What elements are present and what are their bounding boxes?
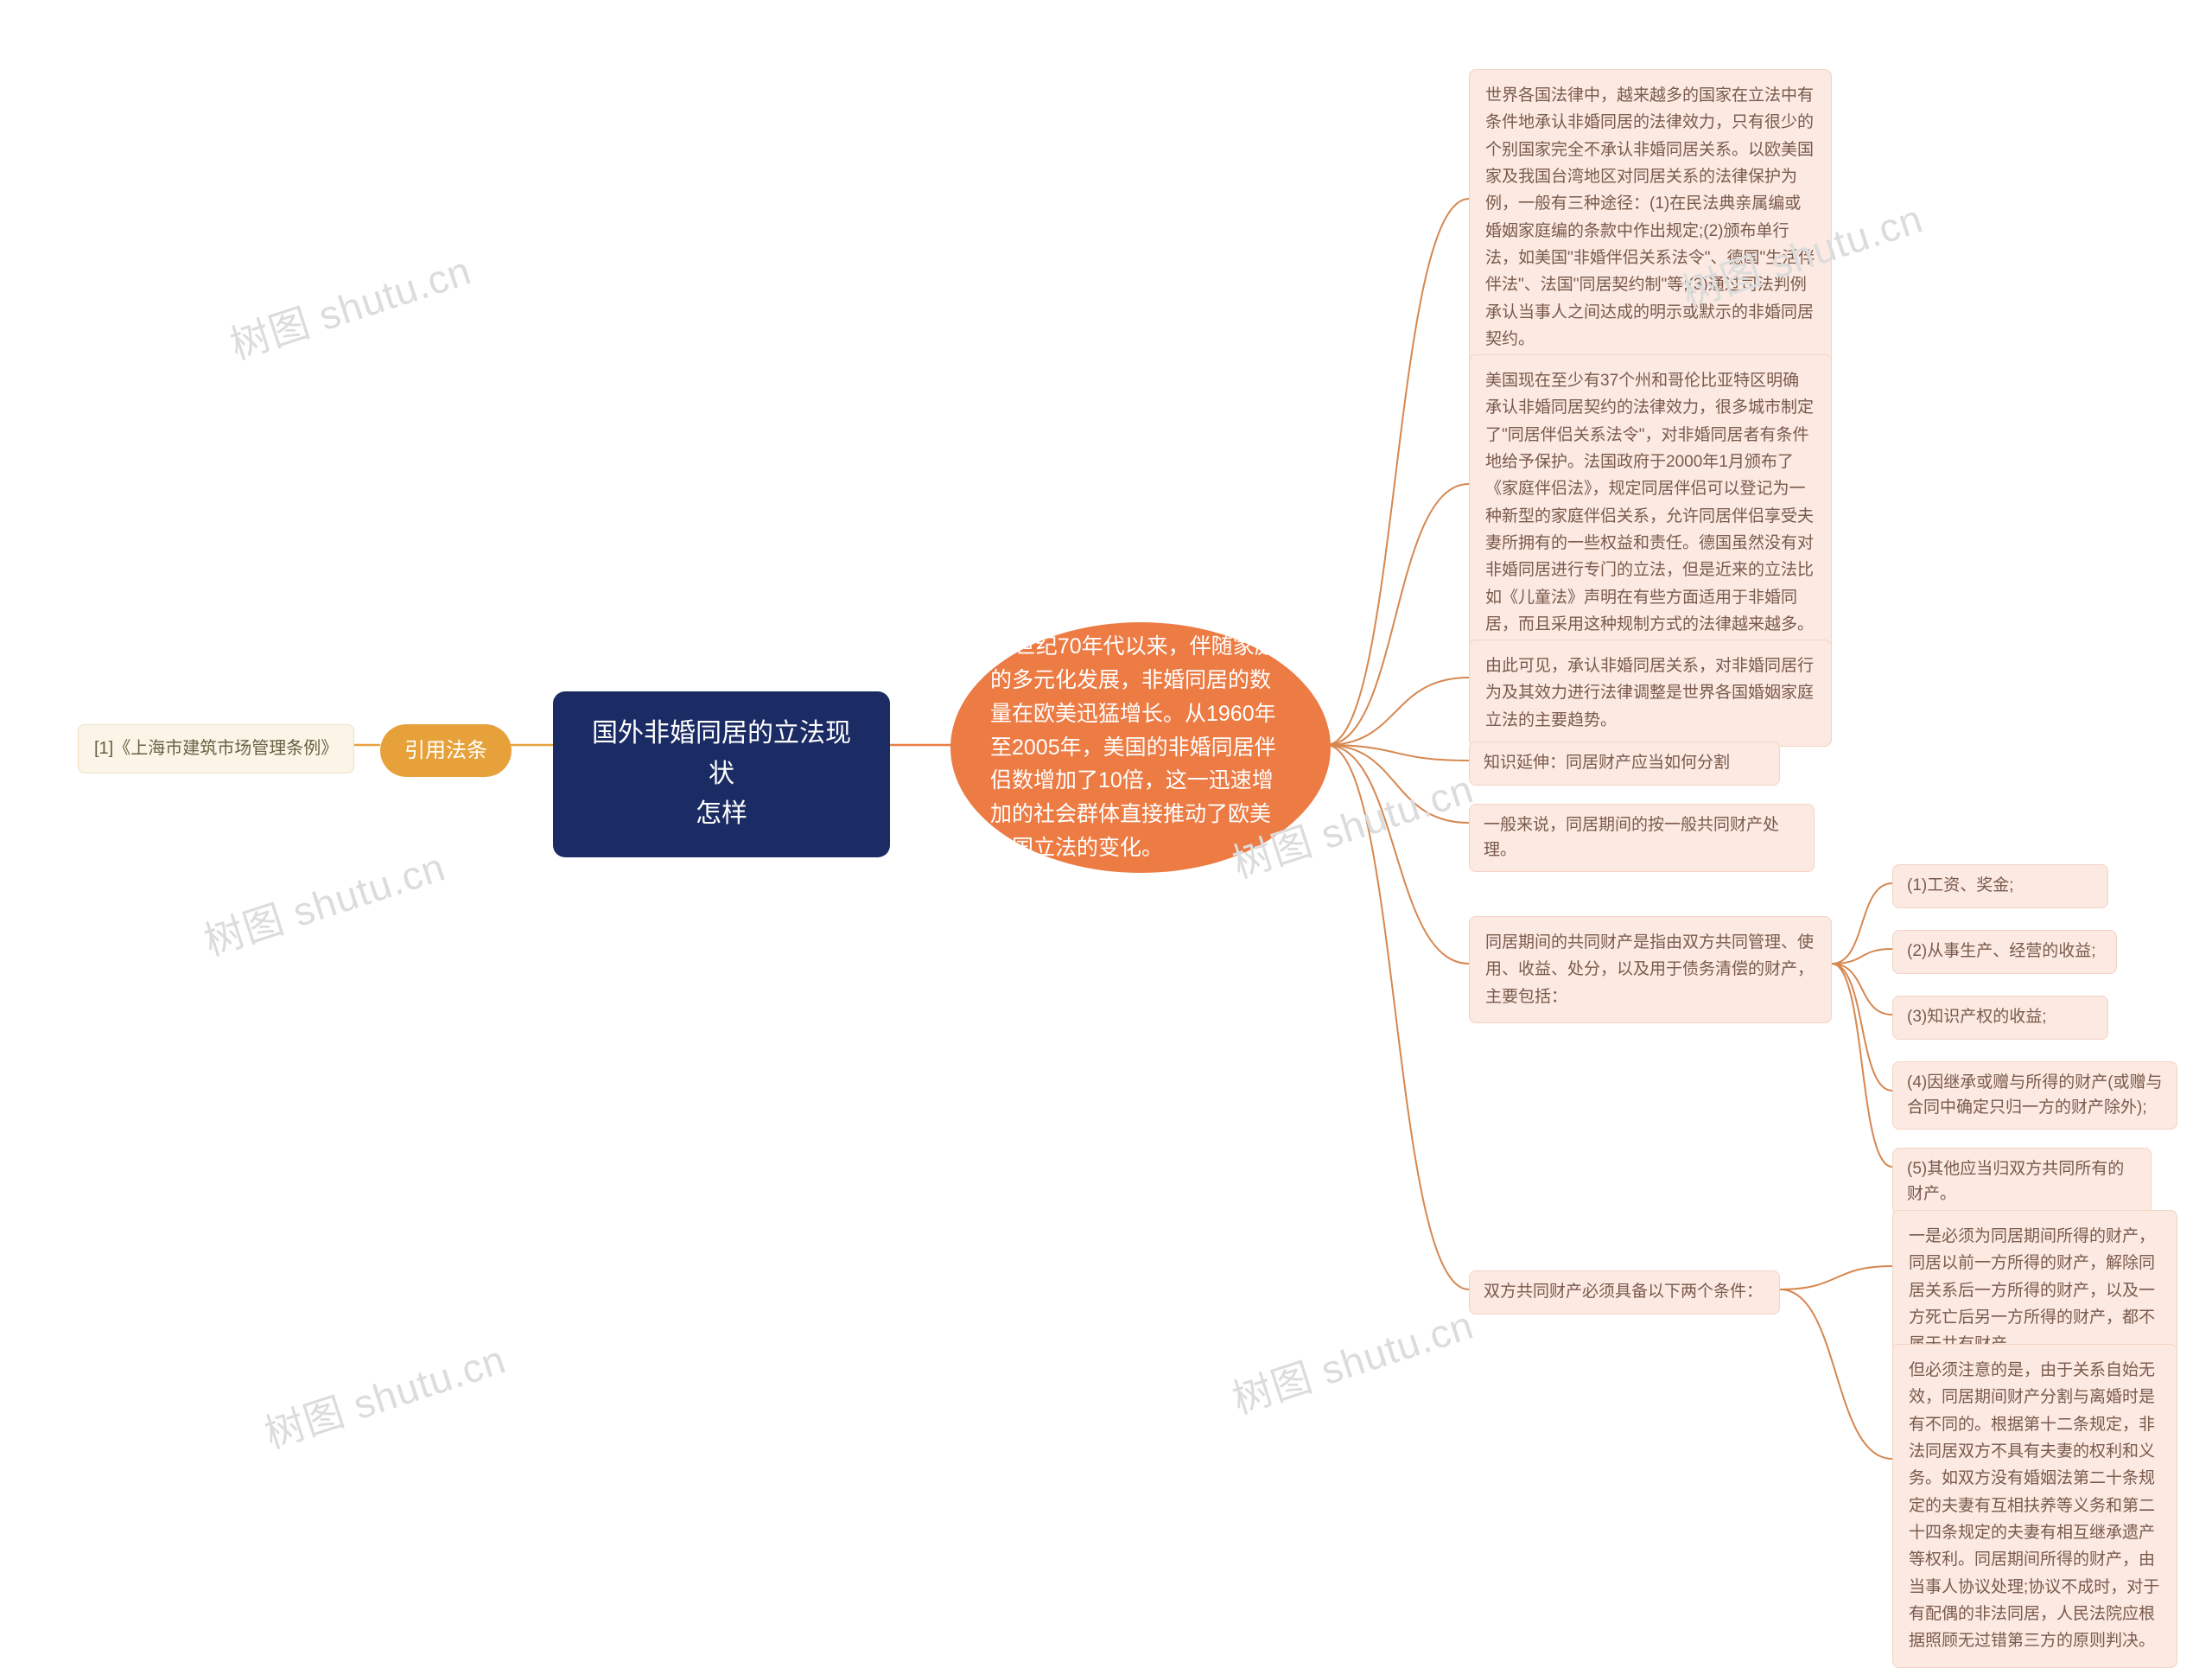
leaf-world-laws[interactable]: 世界各国法律中，越来越多的国家在立法中有条件地承认非婚同居的法律效力，只有很少的… xyxy=(1469,69,1832,366)
mindmap-canvas: 国外非婚同居的立法现状 怎样 引用法条 [1]《上海市建筑市场管理条例》 20世… xyxy=(0,0,2212,1579)
main-summary-node[interactable]: 20世纪70年代以来，伴随家庭的多元化发展，非婚同居的数量在欧美迅猛增长。从19… xyxy=(950,622,1331,873)
leaf-f1[interactable]: (1)工资、奖金; xyxy=(1892,864,2108,908)
leaf-g2[interactable]: 但必须注意的是，由于关系自始无效，同居期间财产分割与离婚时是有不同的。根据第十二… xyxy=(1892,1344,2177,1668)
leaf-f3[interactable]: (3)知识产权的收益; xyxy=(1892,996,2108,1040)
cite-pill[interactable]: 引用法条 xyxy=(380,724,512,777)
leaf-conditions[interactable]: 双方共同财产必须具备以下两个条件： xyxy=(1469,1270,1780,1315)
leaf-f5[interactable]: (5)其他应当归双方共同所有的财产。 xyxy=(1892,1148,2152,1216)
root-line1: 国外非婚同居的立法现状 xyxy=(582,714,861,794)
leaf-conclusion[interactable]: 由此可见，承认非婚同居关系，对非婚同居行为及其效力进行法律调整是世界各国婚姻家庭… xyxy=(1469,640,1832,747)
leaf-f2[interactable]: (2)从事生产、经营的收益; xyxy=(1892,930,2117,974)
leaf-usa-france-germany[interactable]: 美国现在至少有37个州和哥伦比亚特区明确承认非婚同居契约的法律效力，很多城市制定… xyxy=(1469,354,1832,651)
main-summary-text: 20世纪70年代以来，伴随家庭的多元化发展，非婚同居的数量在欧美迅猛增长。从19… xyxy=(990,630,1291,864)
root-node[interactable]: 国外非婚同居的立法现状 怎样 xyxy=(553,691,890,857)
leaf-extension-title[interactable]: 知识延伸：同居财产应当如何分割 xyxy=(1469,742,1780,786)
cite-leaf[interactable]: [1]《上海市建筑市场管理条例》 xyxy=(78,724,354,774)
leaf-common-property[interactable]: 同居期间的共同财产是指由双方共同管理、使用、收益、处分，以及用于债务清偿的财产，… xyxy=(1469,916,1832,1023)
root-line2: 怎样 xyxy=(582,794,861,835)
leaf-f4[interactable]: (4)因继承或赠与所得的财产(或赠与合同中确定只归一方的财产除外); xyxy=(1892,1061,2177,1130)
leaf-general-rule[interactable]: 一般来说，同居期间的按一般共同财产处理。 xyxy=(1469,804,1815,872)
